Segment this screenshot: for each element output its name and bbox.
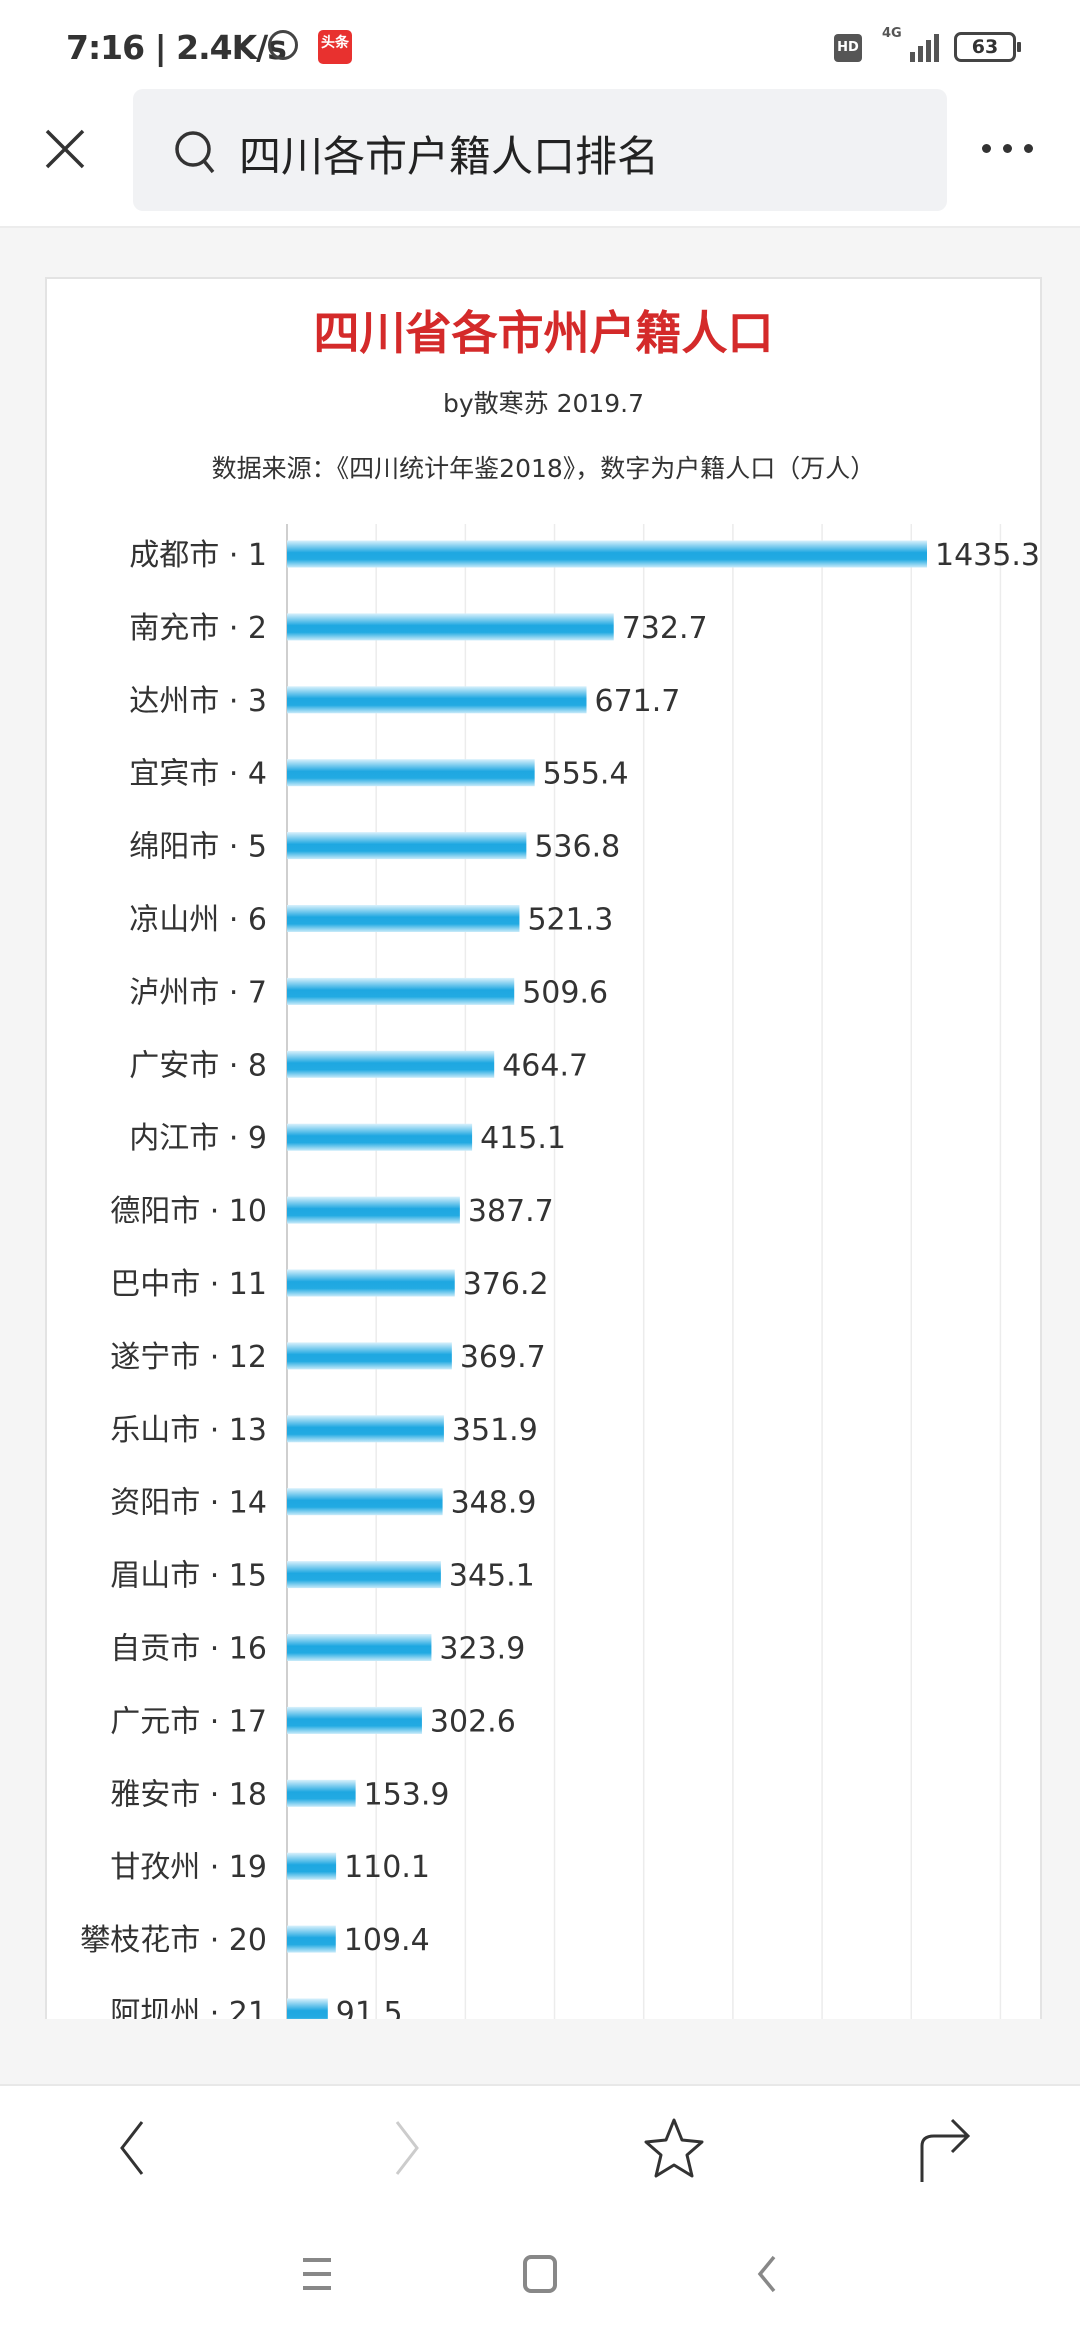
category-label: 攀枝花市 · 20: [80, 1923, 267, 1958]
category-label: 乐山市 · 13: [110, 1413, 267, 1448]
bar: [287, 905, 520, 932]
signal-icon: [900, 32, 939, 62]
status-time: 7:16 | 2.4K/s: [66, 28, 287, 67]
nav-back-icon[interactable]: [752, 2254, 782, 2294]
bar: [287, 1050, 495, 1078]
value-label: 464.7: [502, 1048, 588, 1083]
category-label: 德阳市 · 10: [110, 1194, 267, 1229]
bar: [287, 1196, 460, 1224]
bar: [287, 759, 535, 787]
close-icon[interactable]: [42, 126, 88, 172]
menu-icon[interactable]: [300, 2254, 334, 2294]
back-icon[interactable]: [110, 2116, 154, 2180]
chart-image: 成都市 · 1 1435.3 南充市 · 2 732.7 达州市 · 3 671.7 宜宾市…: [45, 277, 1042, 2019]
bar: [287, 1488, 443, 1516]
value-label: 302.6: [430, 1704, 516, 1739]
bar: [287, 1123, 473, 1151]
value-label: 536.8: [534, 830, 620, 865]
search-icon: [175, 131, 215, 174]
value-label: 323.9: [439, 1632, 525, 1667]
share-icon[interactable]: [912, 2116, 972, 2184]
category-label: 自贡市 · 16: [110, 1632, 267, 1667]
category-label: 甘孜州 · 19: [110, 1850, 267, 1885]
category-label: 南充市 · 2: [129, 611, 267, 646]
category-label: 成都市 · 1: [129, 538, 267, 573]
value-label: 387.7: [468, 1194, 554, 1229]
forward-icon[interactable]: [385, 2116, 429, 2180]
category-label: 阿坝州 · 21: [110, 1996, 267, 2019]
search-query: 四川各市户籍人口排名: [239, 132, 660, 181]
bar: [287, 1925, 336, 1953]
system-nav-bar: [0, 2212, 1080, 2340]
toutiao-app-icon: 头条: [318, 30, 352, 64]
bar: [287, 977, 515, 1005]
bar: [287, 1415, 444, 1443]
value-label: 351.9: [452, 1413, 538, 1448]
bar: [287, 1634, 432, 1661]
value-label: 732.7: [622, 611, 708, 646]
bar: [287, 1269, 455, 1297]
category-label: 泸州市 · 7: [129, 975, 267, 1010]
bar: [287, 540, 927, 568]
value-label: 415.1: [480, 1121, 566, 1156]
value-label: 555.4: [543, 757, 629, 792]
category-label: 内江市 · 9: [129, 1121, 267, 1156]
value-label: 369.7: [460, 1340, 546, 1375]
top-bar: 四川各市户籍人口排名: [0, 88, 1080, 228]
hd-icon: HD: [834, 34, 862, 62]
value-label: 376.2: [463, 1267, 549, 1302]
bar: [287, 1561, 441, 1589]
category-label: 广元市 · 17: [110, 1704, 267, 1739]
home-icon[interactable]: [522, 2254, 558, 2294]
status-bar: 7:16 | 2.4K/s 头条 HD 4G 63: [0, 0, 1080, 88]
bar: [287, 1779, 356, 1807]
value-label: 509.6: [522, 975, 608, 1010]
content-area: 成都市 · 1 1435.3 南充市 · 2 732.7 达州市 · 3 671.7 宜宾市…: [0, 228, 1080, 2084]
value-label: 110.1: [344, 1850, 430, 1885]
value-label: 521.3: [527, 903, 613, 938]
bar: [287, 1706, 422, 1734]
network-type: 4G: [882, 26, 902, 41]
chart-note: 数据来源：《四川统计年鉴2018》，数字为户籍人口（万人）: [211, 454, 876, 483]
value-label: 91.5: [336, 1996, 403, 2019]
category-label: 资阳市 · 14: [110, 1486, 267, 1521]
value-label: 671.7: [595, 684, 681, 719]
search-input[interactable]: 四川各市户籍人口排名: [133, 89, 947, 211]
bar: [287, 686, 587, 714]
category-label: 眉山市 · 15: [110, 1559, 267, 1594]
more-options-icon[interactable]: [982, 136, 1046, 160]
value-label: 109.4: [344, 1923, 430, 1958]
category-label: 宜宾市 · 4: [129, 757, 267, 792]
value-label: 348.9: [451, 1486, 537, 1521]
bar: [287, 1852, 337, 1880]
bar: [287, 832, 527, 860]
battery-icon: 63: [954, 32, 1021, 62]
chart-subtitle: by散寒苏 2019.7: [442, 389, 645, 418]
value-label: 1435.3: [935, 538, 1040, 573]
category-label: 巴中市 · 11: [110, 1267, 267, 1302]
bar: [287, 1342, 452, 1370]
chart-title: 四川省各市州户籍人口: [313, 306, 774, 360]
bar: [287, 1998, 328, 2019]
category-label: 遂宁市 · 12: [110, 1340, 267, 1375]
bar-chart: 成都市 · 1 1435.3 南充市 · 2 732.7 达州市 · 3 671.7 宜宾市…: [80, 524, 1040, 2019]
bottom-toolbar: [0, 2084, 1080, 2214]
category-label: 绵阳市 · 5: [129, 830, 267, 865]
bar: [287, 613, 614, 641]
category-label: 达州市 · 3: [129, 684, 267, 719]
star-icon[interactable]: [642, 2116, 706, 2180]
value-label: 153.9: [364, 1777, 450, 1812]
value-label: 345.1: [449, 1559, 535, 1594]
category-label: 广安市 · 8: [129, 1048, 267, 1083]
category-label: 凉山州 · 6: [129, 903, 267, 938]
alarm-icon: [268, 30, 298, 60]
category-label: 雅安市 · 18: [110, 1777, 267, 1812]
